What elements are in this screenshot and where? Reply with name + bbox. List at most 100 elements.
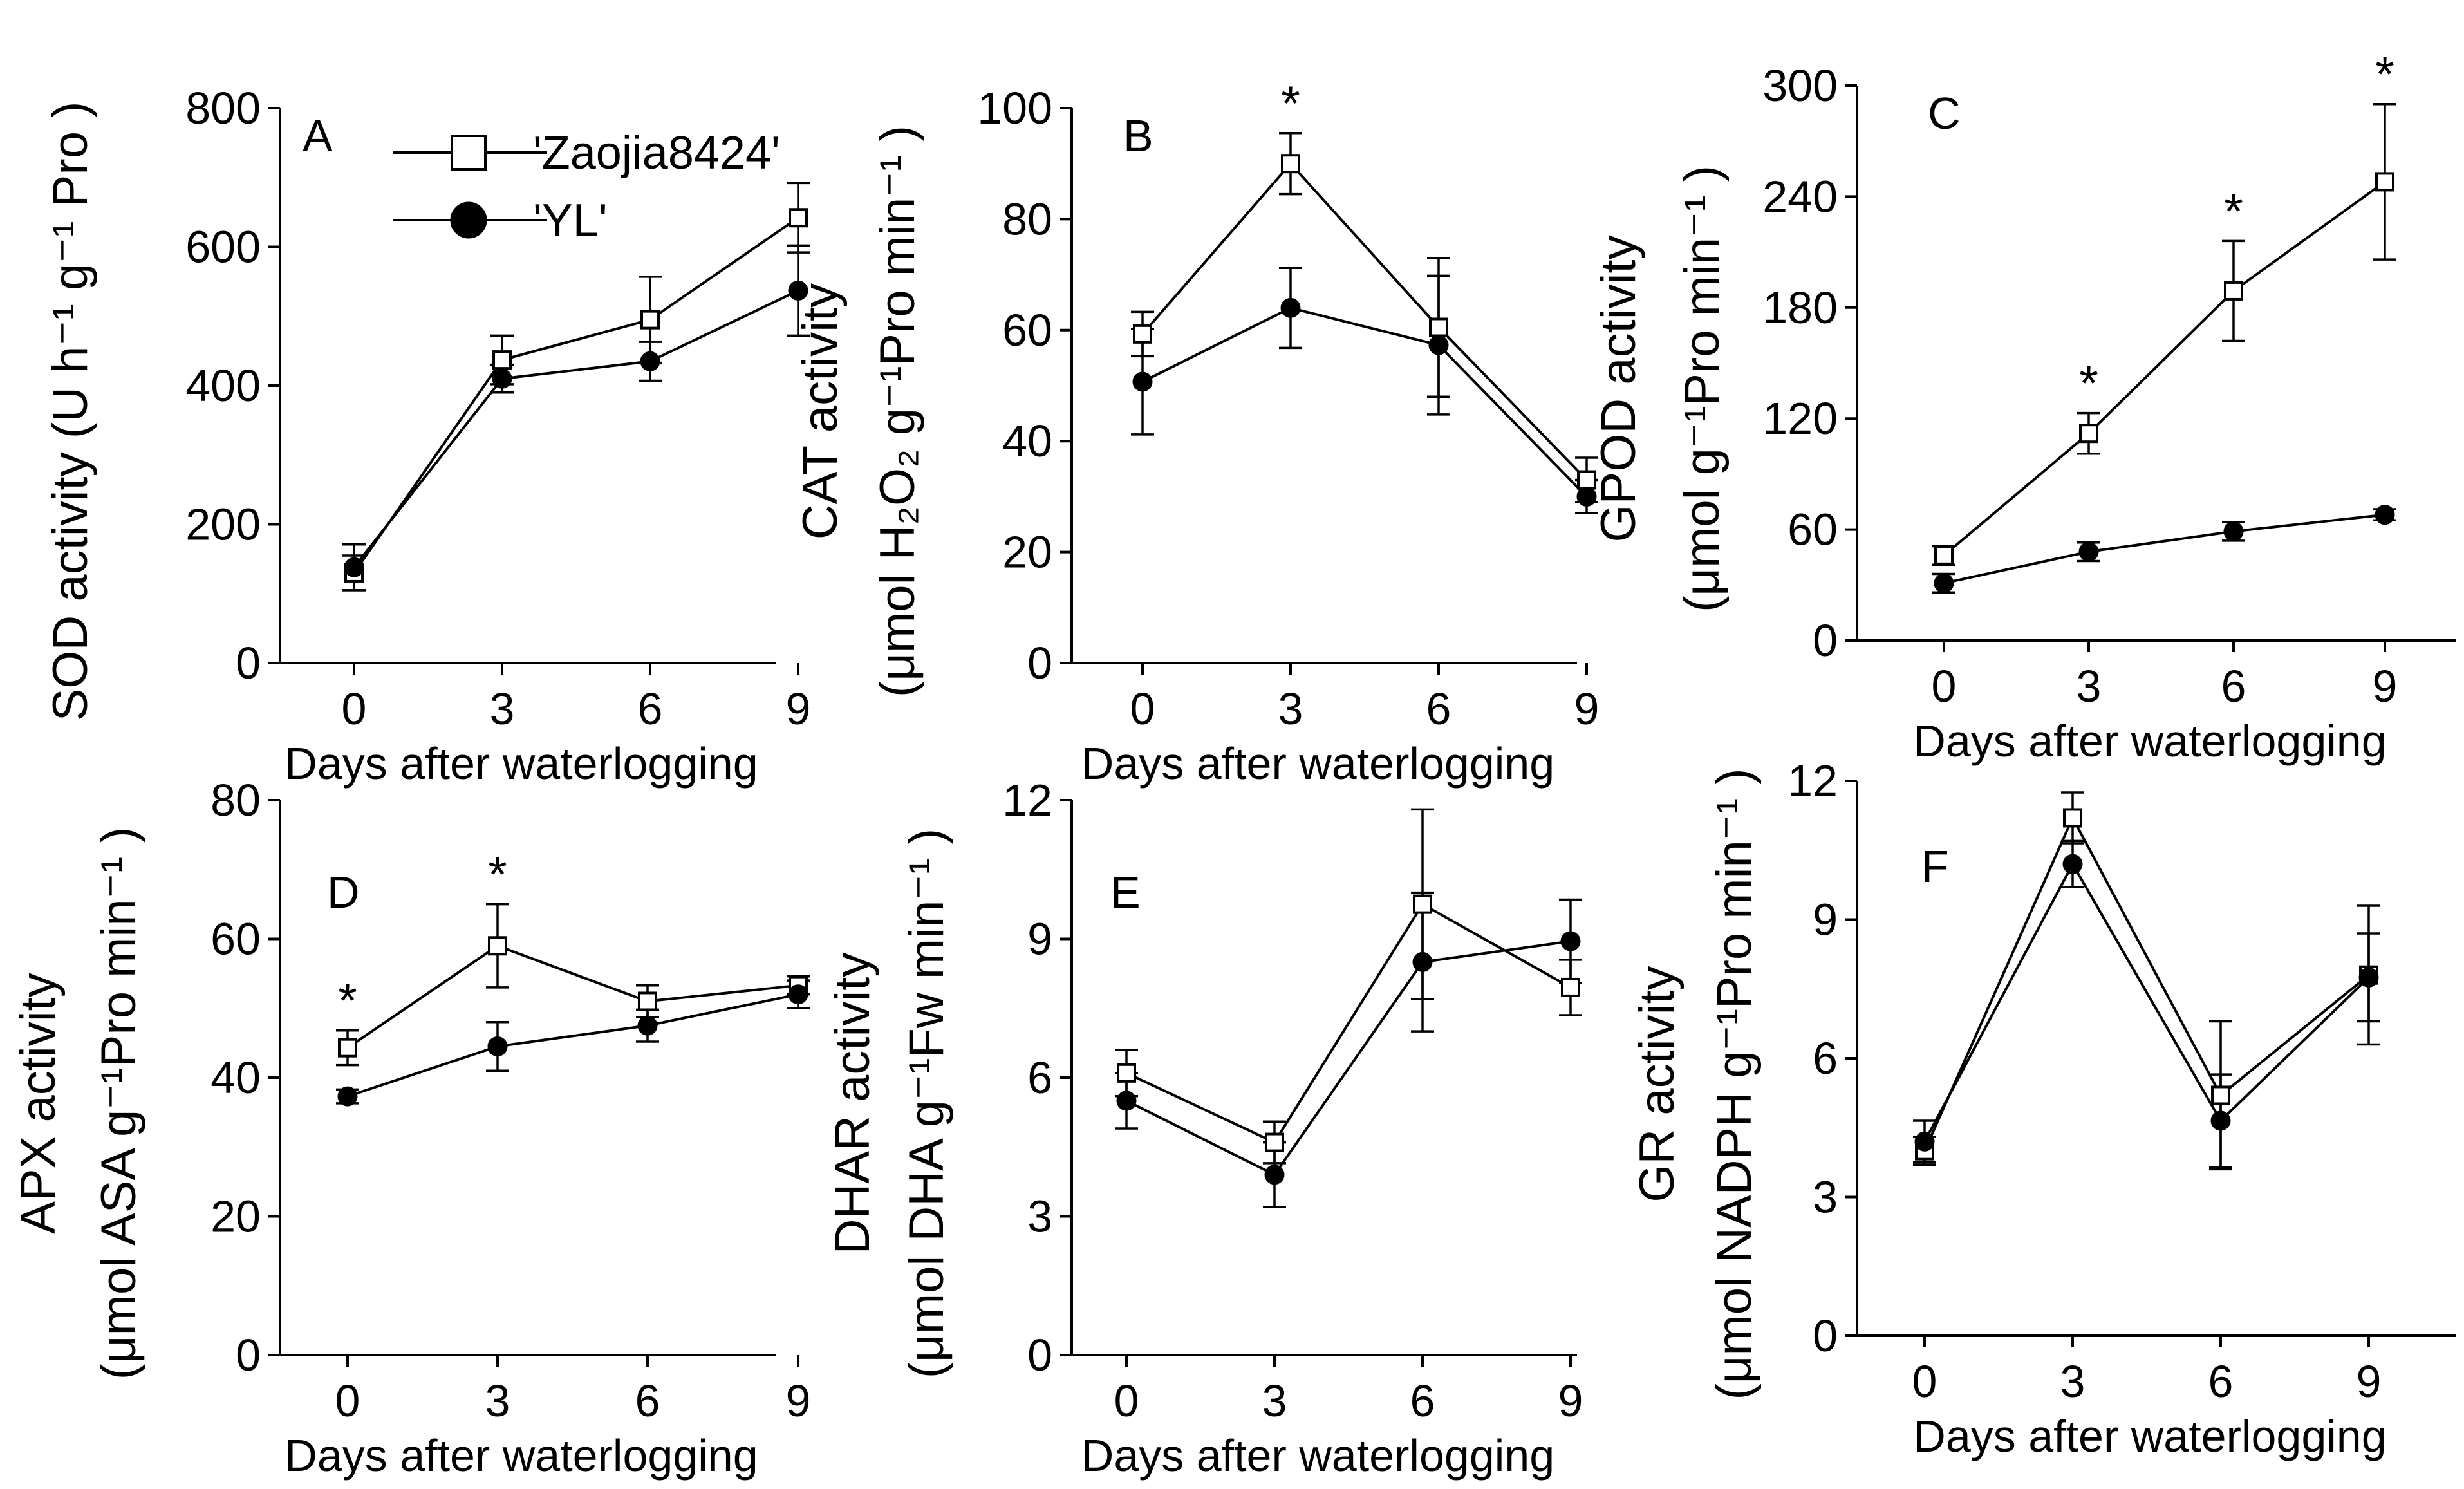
series-line-yl-c	[1943, 513, 2385, 585]
data-point-zaojia-d	[338, 1038, 357, 1058]
significance-star-d: *	[338, 974, 357, 1029]
x-axis-label-f: Days after waterlogging	[1913, 1411, 2386, 1461]
data-point-zaojia-c	[1934, 545, 1954, 565]
data-point-yl-d	[788, 984, 808, 1005]
panel-letter-f: F	[1921, 841, 1949, 892]
x-axis-label-c: Days after waterlogging	[1913, 716, 2386, 766]
data-point-yl-e	[1412, 951, 1433, 972]
x-tick-label-f: 3	[2060, 1356, 2086, 1407]
y-tick-label-b: 40	[1002, 416, 1052, 466]
series-line-zaojia-b	[1141, 162, 1588, 481]
series-line-zaojia-d	[346, 944, 799, 1049]
data-point-zaojia-e	[1117, 1063, 1136, 1083]
data-point-zaojia-b	[1281, 154, 1300, 174]
data-point-zaojia-e	[1265, 1132, 1284, 1152]
y-tick-label-e: 3	[1027, 1192, 1052, 1242]
y-tick-label-d: 80	[210, 775, 261, 825]
x-axis-label-e: Days after waterlogging	[1081, 1430, 1554, 1481]
x-tick-label-a: 3	[490, 684, 515, 734]
y-axis-label-f: GR activity	[1630, 966, 1685, 1202]
data-point-zaojia-c	[2375, 172, 2394, 192]
data-point-yl-a	[492, 368, 512, 389]
y-tick-label-b: 0	[1027, 638, 1052, 688]
panel-letter-c: C	[1928, 88, 1961, 138]
y-axis-label-e: DHAR activity	[825, 953, 880, 1255]
x-tick-label-e: 6	[1410, 1376, 1435, 1426]
y-axis-label-c: (μmol g⁻¹Pro min⁻¹ )	[1675, 165, 1730, 612]
x-tick-label-a: 9	[786, 684, 811, 734]
y-tick-label-f: 3	[1813, 1172, 1838, 1222]
y-tick-label-f: 12	[1787, 756, 1838, 806]
y-tick-label-e: 0	[1027, 1330, 1052, 1380]
panel-a: 0 200 400 600 800 0 3 6 9 Days after waterlogging…	[43, 83, 810, 789]
data-point-yl-d	[337, 1086, 358, 1107]
data-point-yl-a	[788, 280, 808, 301]
data-point-zaojia-a	[492, 350, 512, 370]
significance-star-c: *	[2224, 184, 2243, 239]
data-point-yl-b	[1132, 371, 1153, 392]
data-point-yl-b	[1280, 297, 1301, 318]
x-tick-label-c: 9	[2373, 661, 2398, 711]
data-point-zaojia-f	[2063, 808, 2082, 828]
panel-letter-b: B	[1123, 111, 1153, 161]
data-point-zaojia-a	[640, 310, 660, 330]
data-point-zaojia-a	[789, 208, 808, 228]
x-axis-label-d: Days after waterlogging	[285, 1430, 758, 1481]
data-point-yl-d	[637, 1015, 658, 1036]
significance-star-b: *	[1281, 77, 1300, 131]
y-axis-label-b: CAT activity	[793, 283, 848, 539]
data-point-zaojia-b	[1429, 317, 1448, 337]
y-tick-label-f: 6	[1813, 1033, 1838, 1083]
data-point-yl-c	[2078, 541, 2099, 562]
y-axis-label-f: (μmol NADPH g⁻¹Pro min⁻¹ )	[1707, 768, 1762, 1400]
x-tick-label-e: 3	[1262, 1376, 1287, 1426]
x-tick-label-a: 0	[342, 684, 367, 734]
y-tick-label-e: 12	[1002, 775, 1052, 825]
y-tick-label-c: 180	[1762, 283, 1838, 333]
data-point-zaojia-c	[2079, 424, 2098, 444]
data-point-yl-f	[2358, 967, 2379, 988]
legend-marker-yl	[450, 201, 487, 239]
legend-label-yl: 'YL'	[533, 195, 608, 247]
data-point-yl-f	[2062, 854, 2083, 874]
y-tick-label-f: 9	[1813, 895, 1838, 945]
y-tick-label-b: 80	[1002, 194, 1052, 244]
data-point-yl-f	[2210, 1110, 2231, 1131]
data-point-yl-d	[487, 1036, 508, 1057]
x-axis-label-a: Days after waterlogging	[285, 738, 758, 789]
series-line-yl-e	[1126, 940, 1571, 1177]
data-point-yl-c	[2375, 505, 2395, 525]
panel-letter-e: E	[1110, 867, 1141, 917]
y-tick-label-c: 60	[1787, 505, 1838, 555]
y-tick-label-a: 0	[236, 638, 261, 688]
x-tick-label-d: 9	[786, 1376, 811, 1426]
significance-star-d: *	[488, 848, 507, 903]
series-line-yl-d	[347, 993, 799, 1098]
data-point-yl-b	[1428, 335, 1449, 355]
data-point-yl-e	[1560, 931, 1581, 951]
y-axis-label-d: (μmol ASA g⁻¹Pro min⁻¹ )	[91, 827, 146, 1380]
series-line-yl-a	[353, 289, 799, 568]
series-line-zaojia-e	[1126, 902, 1571, 1145]
data-point-zaojia-f	[2211, 1085, 2230, 1105]
y-tick-label-e: 9	[1027, 914, 1052, 964]
x-tick-label-e: 0	[1114, 1376, 1139, 1426]
series-line-yl-f	[1923, 861, 2370, 1143]
x-tick-label-c: 3	[2077, 661, 2102, 711]
data-point-zaojia-d	[638, 991, 657, 1011]
data-point-yl-a	[344, 557, 364, 577]
data-point-zaojia-c	[2224, 281, 2243, 301]
x-tick-label-e: 9	[1558, 1376, 1583, 1426]
series-line-zaojia-c	[1943, 180, 2386, 557]
panel-letter-a: A	[303, 111, 333, 161]
y-tick-label-d: 60	[210, 914, 261, 964]
significance-star-c: *	[2079, 357, 2098, 411]
y-tick-label-b: 20	[1002, 527, 1052, 577]
y-axis-label-c: GPOD activity	[1591, 235, 1646, 542]
significance-star-c: *	[2375, 48, 2394, 102]
data-point-zaojia-e	[1413, 894, 1432, 914]
x-tick-label-b: 3	[1278, 684, 1303, 734]
x-tick-label-b: 6	[1426, 684, 1451, 734]
data-point-yl-e	[1116, 1091, 1137, 1111]
